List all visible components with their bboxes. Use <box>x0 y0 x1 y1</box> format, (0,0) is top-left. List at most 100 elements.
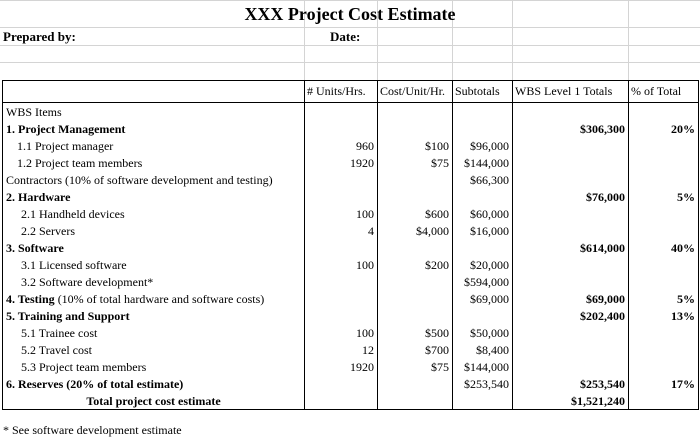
cell-cost <box>377 120 453 137</box>
cell-cost: $700 <box>377 341 453 358</box>
cell-units: 4 <box>304 222 378 239</box>
cell-item: 2.2 Servers <box>2 222 305 239</box>
cell-total <box>512 256 629 273</box>
cell-total <box>512 324 629 341</box>
cell-cost <box>377 375 453 392</box>
table-row: 1. Project Management $306,300 20% <box>2 120 699 137</box>
cell-item: 2. Hardware <box>2 188 305 205</box>
cell-total <box>512 102 629 120</box>
cell-cost <box>377 392 453 410</box>
cell-cost <box>377 290 453 307</box>
cell-item: 4. Testing (10% of total hardware and so… <box>2 290 305 307</box>
page-title: XXX Project Cost Estimate <box>244 4 456 24</box>
gridline <box>0 45 700 46</box>
gridline <box>377 0 378 80</box>
cell-subtotal: $16,000 <box>452 222 513 239</box>
table-row: 6. Reserves (20% of total estimate) $253,… <box>2 375 699 392</box>
cell-subtotal <box>452 307 513 324</box>
cell-total: $69,000 <box>512 290 629 307</box>
cell-units <box>304 375 378 392</box>
cell-units <box>304 102 378 120</box>
gridline <box>304 0 305 80</box>
cell-pct <box>628 102 699 120</box>
cell-cost <box>377 171 453 188</box>
gridline <box>0 27 700 28</box>
cell-subtotal: $50,000 <box>452 324 513 341</box>
cell-total <box>512 171 629 188</box>
cell-pct: 20% <box>628 120 699 137</box>
cell-subtotal: $253,540 <box>452 375 513 392</box>
cell-item: 3.1 Licensed software <box>2 256 305 273</box>
cell-units <box>304 120 378 137</box>
cell-cost: $75 <box>377 154 453 171</box>
cell-item: 5.2 Travel cost <box>2 341 305 358</box>
cell-item: WBS Items <box>2 102 305 120</box>
gridline <box>512 0 513 80</box>
cell-item: Contractors (10% of software development… <box>2 171 305 188</box>
cell-item: 3. Software <box>2 239 305 256</box>
cell-units: 100 <box>304 205 378 222</box>
cell-cost: $500 <box>377 324 453 341</box>
cell-cost: $600 <box>377 205 453 222</box>
table-row: WBS Items <box>2 102 699 120</box>
cell-units: 960 <box>304 137 378 154</box>
cell-item: 3.2 Software development* <box>2 273 305 290</box>
cell-units: 1920 <box>304 154 378 171</box>
table-row: 3.2 Software development* $594,000 <box>2 273 699 290</box>
cell-units <box>304 392 378 410</box>
cell-pct <box>628 171 699 188</box>
cell-item: 5. Training and Support <box>2 307 305 324</box>
cell-cost <box>377 188 453 205</box>
cell-item: 6. Reserves (20% of total estimate) <box>2 375 305 392</box>
cell-subtotal <box>452 102 513 120</box>
cell-total <box>512 154 629 171</box>
cell-subtotal: $144,000 <box>452 358 513 375</box>
cell-cost <box>377 273 453 290</box>
table-row: Total project cost estimate $1,521,240 <box>2 392 699 410</box>
cell-total: $1,521,240 <box>512 392 629 410</box>
header-row: # Units/Hrs. Cost/Unit/Hr. Subtotals WBS… <box>2 80 699 103</box>
gridline <box>0 0 700 1</box>
cell-item: 2.1 Handheld devices <box>2 205 305 222</box>
cell-item: 5.3 Project team members <box>2 358 305 375</box>
cell-pct <box>628 273 699 290</box>
cell-pct <box>628 341 699 358</box>
cell-total <box>512 273 629 290</box>
cell-subtotal <box>452 239 513 256</box>
table-row: 5.1 Trainee cost 100 $500 $50,000 <box>2 324 699 341</box>
cell-subtotal: $8,400 <box>452 341 513 358</box>
cell-units <box>304 188 378 205</box>
table-row: 3.1 Licensed software 100 $200 $20,000 <box>2 256 699 273</box>
cell-units: 12 <box>304 341 378 358</box>
table-row: 1.2 Project team members 1920 $75 $144,000 <box>2 154 699 171</box>
cell-pct <box>628 205 699 222</box>
cell-item: Total project cost estimate <box>2 392 305 410</box>
cell-total <box>512 222 629 239</box>
cell-total: $76,000 <box>512 188 629 205</box>
cell-cost: $200 <box>377 256 453 273</box>
cell-pct <box>628 222 699 239</box>
header-pct: % of Total <box>628 80 699 103</box>
cell-item: 1.2 Project team members <box>2 154 305 171</box>
cell-subtotal: $66,300 <box>452 171 513 188</box>
cell-pct <box>628 256 699 273</box>
cell-cost <box>377 239 453 256</box>
header-item <box>2 80 305 103</box>
cell-units <box>304 273 378 290</box>
cell-item: 1.1 Project manager <box>2 137 305 154</box>
cell-pct <box>628 137 699 154</box>
row-label-bold: 4. Testing <box>6 292 58 306</box>
cell-subtotal <box>452 188 513 205</box>
header-wbs-totals: WBS Level 1 Totals <box>512 80 629 103</box>
row-label-note: (10% of total hardware and software cost… <box>57 292 265 306</box>
cell-cost: $100 <box>377 137 453 154</box>
cell-total <box>512 341 629 358</box>
header-subtotals: Subtotals <box>452 80 513 103</box>
header-units: # Units/Hrs. <box>304 80 378 103</box>
cell-units <box>304 290 378 307</box>
cell-pct <box>628 324 699 341</box>
date-label: Date: <box>330 29 361 44</box>
cell-pct <box>628 392 699 410</box>
cell-total <box>512 137 629 154</box>
